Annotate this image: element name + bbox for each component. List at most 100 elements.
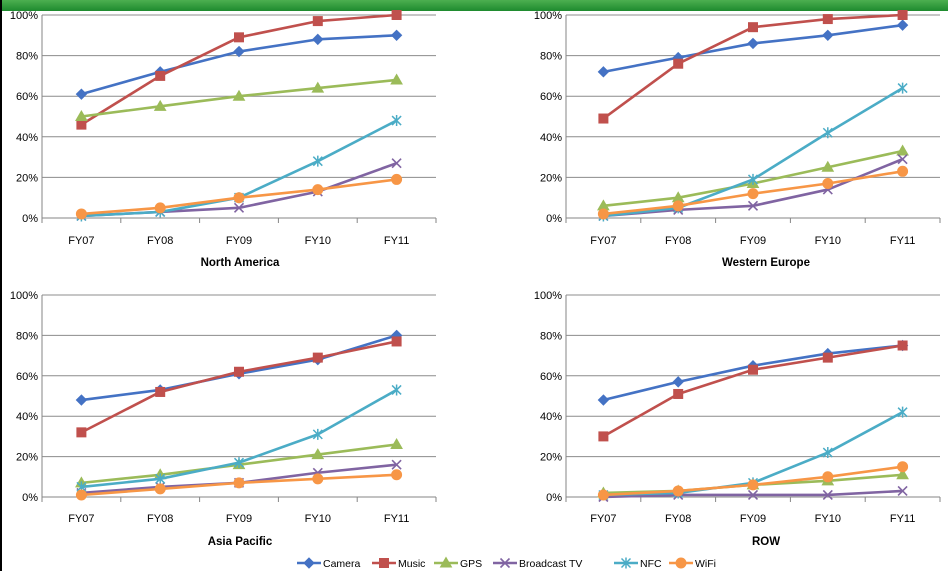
top-banner [0,0,948,11]
data-point-camera [896,19,909,31]
legend-item-camera: Camera [297,557,361,570]
data-point-wifi [312,184,324,196]
data-point-broadcast-tv [747,489,759,501]
left-border [0,0,2,571]
data-point-wifi [897,461,909,473]
data-point-broadcast-tv [897,154,908,165]
x-tick-label: FY09 [740,513,766,525]
legend-item-nfc: NFC [614,557,662,570]
data-point-wifi [897,165,909,177]
data-point-wifi [154,202,166,214]
data-point-wifi [391,173,403,185]
x-tick-label: FY09 [226,235,252,247]
data-point-wifi [747,188,759,200]
y-tick-label: 100% [10,10,38,22]
data-point-music [391,336,402,347]
data-point-camera [75,88,88,100]
series-gps [75,73,403,121]
chart-panel-western-europe: 0% 20% 40% 60% 80% 100% FY07 FY08 FY09 FY10 FY11 We… [534,10,941,269]
x-tick-label: FY10 [305,235,331,247]
data-point-camera [672,376,684,388]
data-point-camera [233,45,245,58]
data-point-nfc [897,82,908,94]
data-point-camera [747,37,759,50]
data-point-music [897,340,908,351]
y-tick-label: 80% [16,51,38,63]
y-tick-label: 40% [16,132,38,144]
y-tick-label: 0% [546,492,562,504]
data-point-music [76,119,87,130]
x-tick-label: FY09 [740,235,766,247]
chart-panel-row: 0% 20% 40% 60% 80% 100% FY07 FY08 FY09 FY10 FY11 RO… [534,290,941,548]
legend-marker-broadcast-tv [499,557,511,569]
data-point-wifi [822,471,834,483]
legend-label: NFC [640,558,662,570]
data-point-gps [311,448,325,460]
data-point-broadcast-tv [747,200,759,211]
data-point-wifi [822,177,834,189]
data-point-music [673,58,684,69]
chart-title: Asia Pacific [208,536,273,548]
y-tick-label: 60% [540,91,562,103]
series-music [76,336,402,438]
y-tick-label: 40% [540,411,562,423]
data-point-music [234,366,244,377]
x-tick-label: FY07 [590,513,616,525]
legend-item-music: Music [372,558,425,570]
x-tick-label: FY09 [226,513,252,525]
data-point-nfc [233,457,245,469]
legend: Camera Music GPS Broadcast TV NFC WiFi [297,556,716,570]
data-point-wifi [672,485,684,497]
data-point-music [598,431,609,442]
legend-marker-camera [303,557,315,569]
y-tick-label: 100% [10,290,38,302]
data-point-music [897,10,908,20]
series-music [598,340,908,442]
y-tick-label: 0% [22,213,38,225]
data-point-broadcast-tv [233,202,245,213]
chart-panel-north-america: 0% 20% 40% 60% 80% 100% FY07 FY08 FY09 FY10 FY11 No… [10,10,437,269]
x-tick-label: FY07 [68,235,94,247]
data-point-gps [896,468,909,480]
data-point-wifi [75,489,87,501]
data-point-wifi [233,192,245,204]
data-point-wifi [597,208,609,220]
y-tick-label: 60% [540,371,562,383]
data-point-music [76,427,87,438]
data-point-wifi [672,200,684,212]
data-point-music [312,352,323,363]
data-point-music [391,10,402,20]
x-tick-label: FY07 [590,235,616,247]
x-tick-label: FY08 [147,235,173,247]
series-wifi [597,165,909,220]
data-point-music [822,352,833,363]
data-point-music [748,364,758,375]
data-point-wifi [154,483,166,495]
data-point-broadcast-tv [391,459,402,470]
data-point-wifi [391,469,403,481]
y-tick-label: 100% [534,290,562,302]
data-point-nfc [822,127,833,139]
data-point-camera [312,33,324,46]
data-point-gps [311,81,325,93]
y-tick-label: 20% [540,452,562,464]
y-tick-label: 80% [540,51,562,63]
x-tick-label: FY11 [890,235,915,247]
data-point-gps [390,437,403,449]
y-tick-label: 60% [16,91,38,103]
legend-label: Broadcast TV [519,558,582,570]
series-wifi [75,173,403,220]
data-point-music [155,70,166,81]
chart-title: Western Europe [722,257,810,269]
legend-label: WiFi [695,558,716,570]
y-tick-label: 100% [534,10,562,22]
data-point-camera [822,29,834,42]
y-tick-label: 80% [540,330,562,342]
x-tick-label: FY08 [665,513,691,525]
series-line-nfc [81,388,398,489]
data-point-gps [821,160,835,172]
data-point-gps [896,144,909,156]
data-point-broadcast-tv [897,485,908,497]
data-point-music [673,388,684,399]
data-point-nfc [822,447,833,459]
